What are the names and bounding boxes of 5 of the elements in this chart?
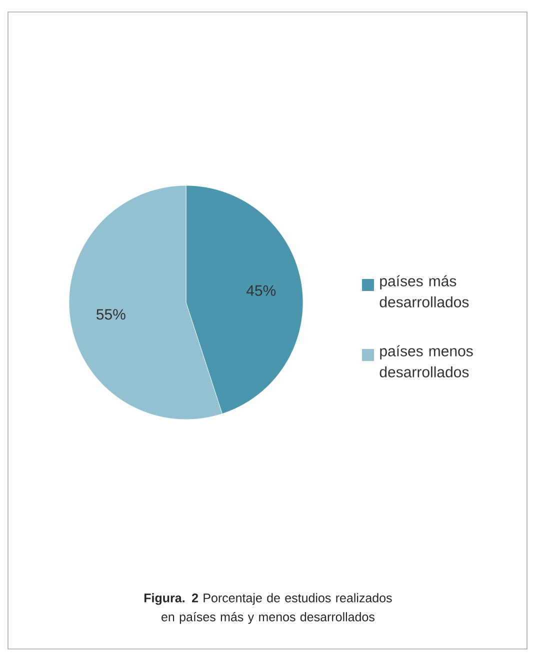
legend-label: países más desarrollados bbox=[380, 275, 469, 308]
data-label: 45% bbox=[246, 285, 276, 296]
text: Figura. 2 Porcentaje de estudios realizados en países más y menos desarrollados bbox=[144, 593, 392, 624]
legend-label: países menos desarrollados bbox=[380, 345, 473, 378]
data-label: 55% bbox=[96, 309, 126, 320]
